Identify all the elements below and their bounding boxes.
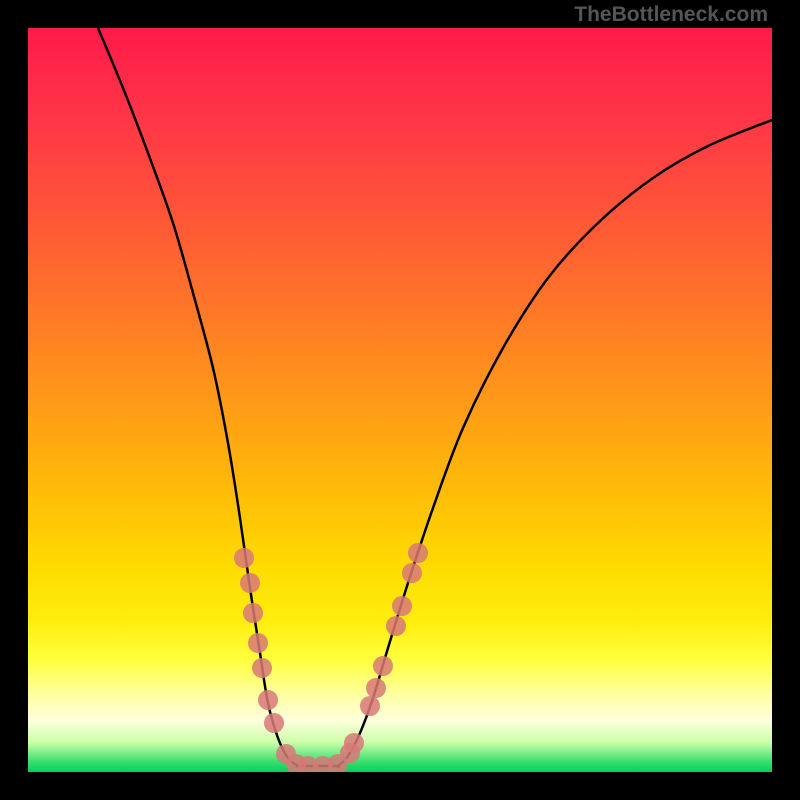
curve-overlay	[28, 28, 772, 772]
data-marker	[258, 690, 278, 710]
watermark-text: TheBottleneck.com	[574, 3, 768, 27]
data-marker	[240, 573, 260, 593]
data-marker	[408, 543, 428, 563]
data-marker	[402, 563, 422, 583]
data-marker	[252, 658, 272, 678]
data-marker	[344, 733, 364, 753]
chart-area	[28, 28, 772, 772]
data-marker	[373, 656, 393, 676]
data-marker	[386, 616, 406, 636]
data-marker	[234, 548, 254, 568]
data-marker	[392, 596, 412, 616]
data-marker	[243, 603, 263, 623]
data-marker	[264, 713, 284, 733]
data-marker	[360, 696, 380, 716]
data-marker	[366, 678, 386, 698]
bottleneck-curve	[98, 28, 772, 767]
data-markers	[234, 543, 428, 772]
data-marker	[248, 633, 268, 653]
